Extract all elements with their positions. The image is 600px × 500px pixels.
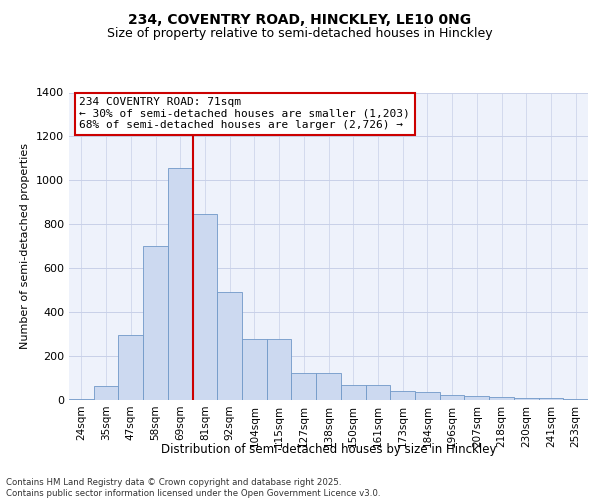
Text: 234 COVENTRY ROAD: 71sqm
← 30% of semi-detached houses are smaller (1,203)
68% o: 234 COVENTRY ROAD: 71sqm ← 30% of semi-d… [79,97,410,130]
Bar [242,338,267,400]
Bar [267,338,292,400]
Bar [489,396,514,400]
Bar [390,391,415,400]
Bar [514,398,539,400]
Bar [143,246,168,400]
Bar [440,394,464,400]
Text: Contains HM Land Registry data © Crown copyright and database right 2025.
Contai: Contains HM Land Registry data © Crown c… [6,478,380,498]
Bar [94,386,118,400]
Bar [217,292,242,400]
Bar [292,372,316,400]
Bar [365,384,390,400]
Bar [539,398,563,400]
Bar [118,335,143,400]
Bar [168,168,193,400]
Bar [341,384,365,400]
Bar [415,392,440,400]
Text: 234, COVENTRY ROAD, HINCKLEY, LE10 0NG: 234, COVENTRY ROAD, HINCKLEY, LE10 0NG [128,12,472,26]
Bar [464,396,489,400]
Text: Size of property relative to semi-detached houses in Hinckley: Size of property relative to semi-detach… [107,28,493,40]
Bar [69,399,94,400]
Y-axis label: Number of semi-detached properties: Number of semi-detached properties [20,143,31,349]
Text: Distribution of semi-detached houses by size in Hinckley: Distribution of semi-detached houses by … [161,442,497,456]
Bar [316,372,341,400]
Bar [193,214,217,400]
Bar [563,399,588,400]
